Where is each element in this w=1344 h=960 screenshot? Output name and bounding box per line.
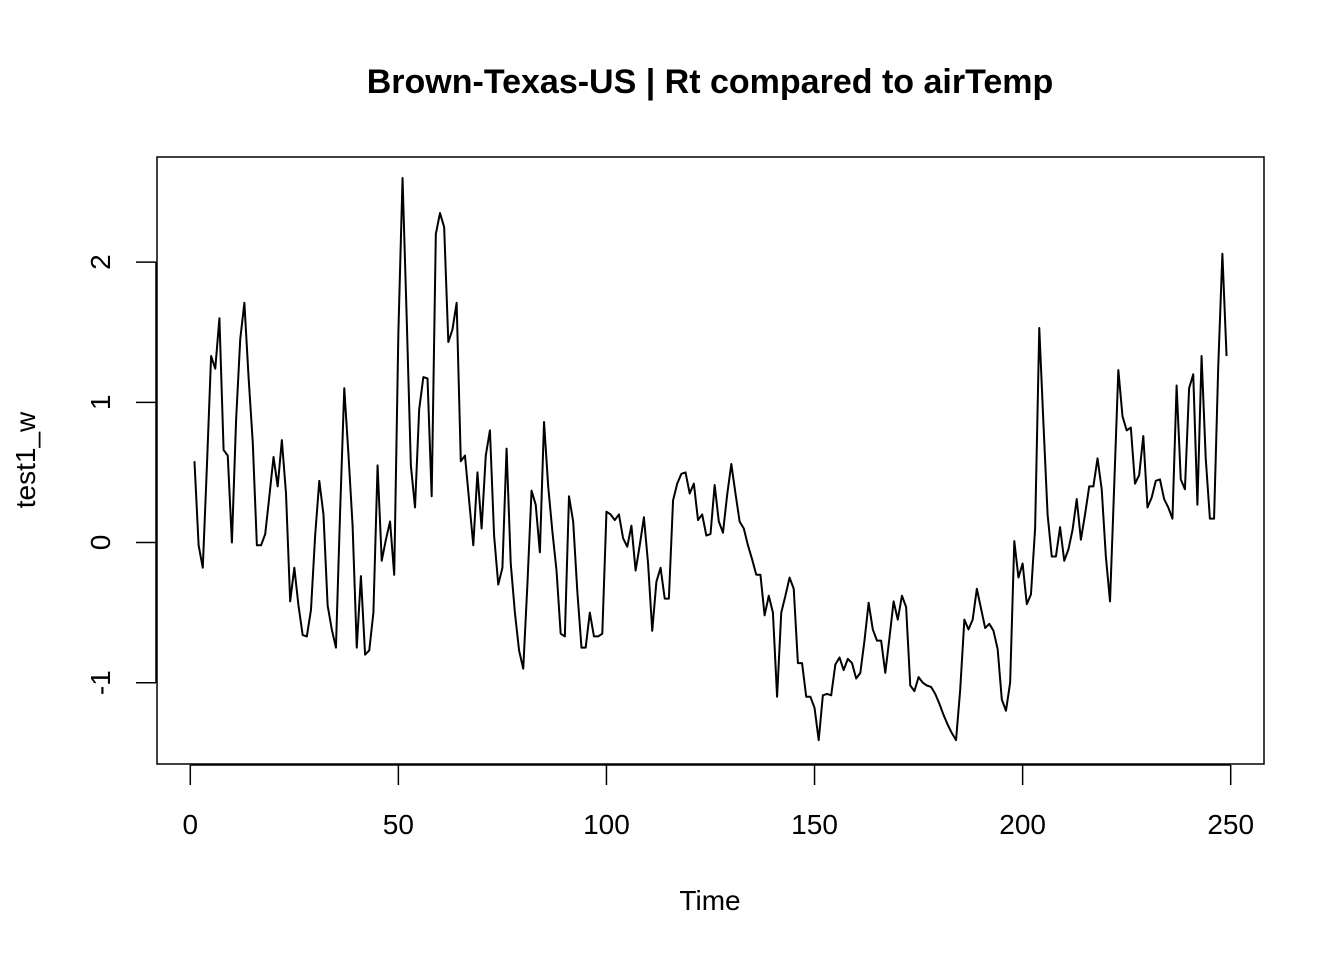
plot-frame [156,156,1265,765]
x-tick-label: 50 [383,809,414,840]
x-axis: 0 50 100 150 200 250 [183,764,1254,840]
x-tick-label: 0 [183,809,199,840]
x-axis-label: Time [679,885,740,916]
x-tick-label: 250 [1207,809,1254,840]
y-axis: -1 0 1 2 [85,254,157,695]
y-axis-label: test1_w [10,411,41,508]
x-tick-label: 200 [999,809,1046,840]
x-tick-label: 150 [791,809,838,840]
chart-title: Brown-Texas-US | Rt compared to airTemp [367,63,1053,101]
y-tick-label: 1 [85,395,116,411]
y-tick-label: 0 [85,535,116,551]
x-tick-label: 100 [583,809,630,840]
y-tick-label: 2 [85,254,116,270]
series-layer [193,177,1228,742]
y-tick-label: -1 [85,670,116,695]
series-line-0 [193,177,1228,742]
